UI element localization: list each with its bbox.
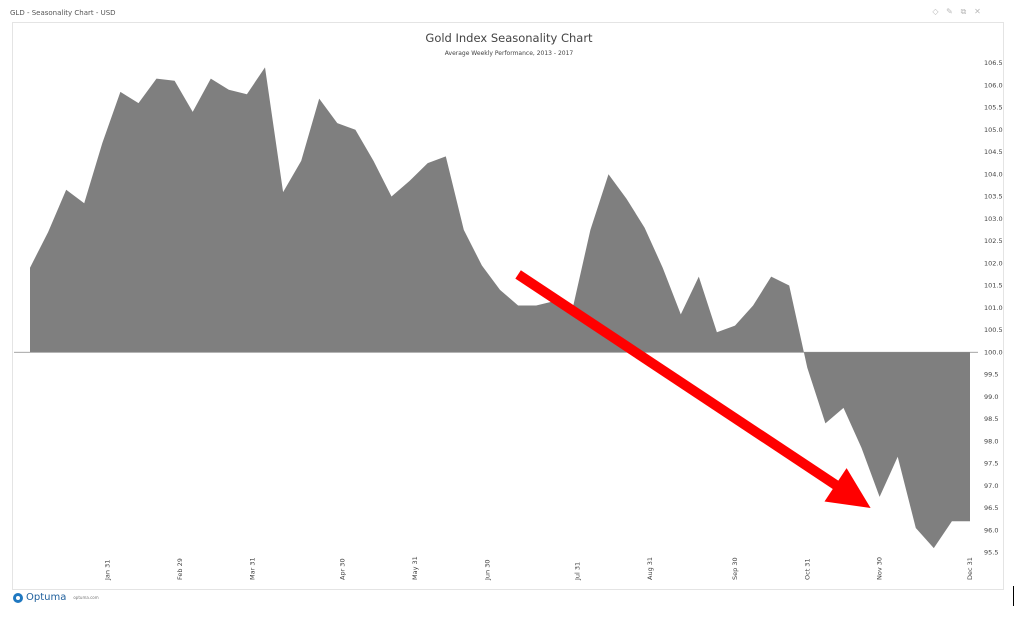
x-tick-label: Sep 30 (731, 557, 739, 580)
y-tick-label: 101.0 (984, 304, 1003, 312)
y-tick-label: 105.5 (984, 104, 1003, 112)
logo-text: Optuma (26, 592, 67, 603)
title-bar: GLD - Seasonality Chart - USD ◇ ✎ ⧉ ✕ (0, 0, 1010, 22)
edit-icon[interactable]: ✎ (946, 7, 953, 16)
x-tick-label: Nov 30 (876, 557, 884, 580)
pin-icon[interactable]: ◇ (932, 7, 939, 16)
y-tick-label: 105.0 (984, 126, 1003, 134)
window-title: GLD - Seasonality Chart - USD (10, 9, 116, 17)
x-tick-label: Feb 29 (176, 558, 184, 580)
chart-frame (12, 22, 1004, 590)
series-area (30, 67, 970, 549)
arrow-head (824, 468, 871, 508)
y-tick-label: 104.0 (984, 170, 1003, 178)
y-axis: 106.5 106.0 105.5 105.0 104.5 104.0 103.5 103.0… (984, 59, 1003, 557)
chart-title: Gold Index Seasonality Chart (425, 31, 593, 45)
x-tick-label: Dec 31 (966, 557, 974, 580)
y-tick-label: 99.5 (984, 371, 998, 379)
y-tick-label: 96.0 (984, 526, 998, 534)
y-tick-label: 103.5 (984, 193, 1003, 201)
y-tick-label: 100.0 (984, 348, 1003, 356)
y-tick-label: 97.0 (984, 482, 998, 490)
y-tick-label: 102.5 (984, 237, 1003, 245)
area-layer (30, 67, 970, 549)
x-tick-label: May 31 (411, 556, 419, 580)
y-tick-label: 97.5 (984, 460, 998, 468)
y-tick-label: 98.0 (984, 437, 998, 445)
y-tick-label: 95.5 (984, 549, 998, 557)
y-tick-label: 101.5 (984, 282, 1003, 290)
optuma-logo[interactable]: Optuma optuma.com (13, 592, 99, 603)
y-tick-label: 103.0 (984, 215, 1003, 223)
arrow-shaft (515, 270, 840, 491)
y-tick-label: 98.5 (984, 415, 998, 423)
close-icon[interactable]: ✕ (974, 7, 981, 16)
x-tick-label: Oct 31 (803, 558, 811, 580)
x-tick-label: Apr 30 (339, 558, 347, 580)
y-tick-label: 102.0 (984, 259, 1003, 267)
y-tick-label: 99.0 (984, 393, 998, 401)
annotation-layer (515, 270, 871, 508)
chart-subtitle: Average Weekly Performance, 2013 - 2017 (445, 50, 574, 57)
x-axis: Jan 31 Feb 29 Mar 31 Apr 30 May 31 Jun 30 Jul … (104, 556, 974, 581)
y-tick-label: 96.5 (984, 504, 998, 512)
y-tick-label: 104.5 (984, 148, 1003, 156)
x-tick-label: Jan 31 (104, 560, 112, 581)
logo-url: optuma.com (73, 595, 99, 600)
y-tick-label: 106.0 (984, 81, 1003, 89)
y-tick-label: 106.5 (984, 59, 1003, 67)
x-tick-label: Aug 31 (646, 557, 654, 580)
y-tick-label: 100.5 (984, 326, 1003, 334)
restore-icon[interactable]: ⧉ (960, 7, 967, 16)
optuma-logo-icon (13, 592, 23, 603)
window-controls: ◇ ✎ ⧉ ✕ (931, 7, 982, 16)
text-cursor (1013, 586, 1014, 606)
x-tick-label: Jul 31 (574, 562, 582, 581)
x-tick-label: Mar 31 (248, 557, 256, 580)
x-tick-label: Jun 30 (483, 560, 491, 582)
